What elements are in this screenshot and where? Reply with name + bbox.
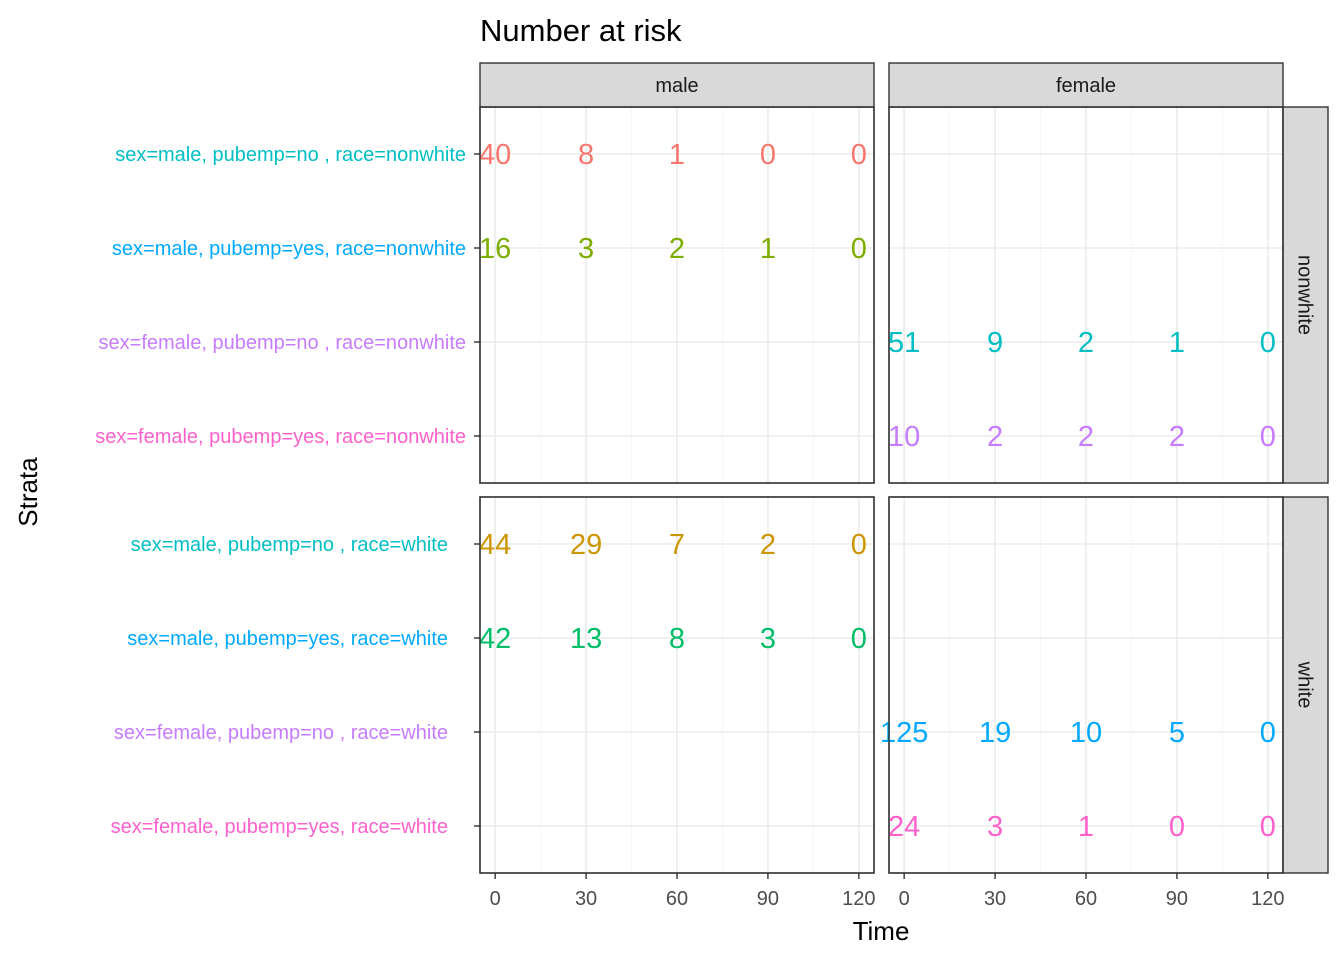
series-male-no-white: 44 29 7 2 0 (479, 529, 867, 561)
risk-number: 24 (888, 811, 920, 843)
risk-number: 0 (851, 233, 867, 265)
strip-female (888, 62, 1284, 108)
risk-number: 51 (888, 327, 920, 359)
risk-number: 13 (570, 623, 602, 655)
risk-number: 1 (1169, 327, 1185, 359)
series-female-no-nonwhite: 51 9 2 1 0 (888, 327, 1276, 359)
risk-number: 8 (669, 623, 685, 655)
series-male-no-nonwhite: 40 8 1 0 0 (479, 139, 867, 171)
y-axis-title: Strata (13, 457, 43, 527)
risk-number: 10 (888, 421, 920, 453)
strata-label: sex=female, pubemp=yes, race=white (111, 816, 448, 838)
x-tick-label: 0 (899, 888, 910, 910)
risk-number: 2 (1078, 421, 1094, 453)
risk-number: 0 (851, 529, 867, 561)
risk-number: 9 (987, 327, 1003, 359)
risk-number: 0 (851, 139, 867, 171)
panel-frame (888, 106, 1284, 484)
strip-white (1282, 496, 1329, 874)
risk-number: 1 (669, 139, 685, 171)
strip-label-male: male (655, 75, 698, 97)
risk-number: 0 (851, 623, 867, 655)
panel-female-white (888, 496, 1284, 874)
panel-frame (479, 106, 875, 484)
series-male-yes-nonwhite: 16 3 2 1 0 (479, 233, 867, 265)
risk-number: 5 (1169, 717, 1185, 749)
strata-label: sex=male, pubemp=yes, race=nonwhite (112, 238, 466, 260)
risk-number: 3 (760, 623, 776, 655)
x-tick-label: 90 (1166, 888, 1188, 910)
risk-number: 2 (1078, 327, 1094, 359)
risk-number: 125 (880, 717, 928, 749)
risk-number: 0 (760, 139, 776, 171)
risk-number: 2 (987, 421, 1003, 453)
strip-label-white: white (1294, 661, 1316, 709)
panel-male-nonwhite (479, 106, 875, 484)
strata-label: sex=female, pubemp=no , race=white (114, 722, 448, 744)
risk-number: 42 (479, 623, 511, 655)
strip-male (479, 62, 875, 108)
strata-label: sex=male, pubemp=no , race=nonwhite (115, 144, 466, 166)
strip-label-female: female (1056, 75, 1116, 97)
risk-number: 2 (760, 529, 776, 561)
risk-number: 2 (1169, 421, 1185, 453)
x-axis-title: Time (853, 916, 910, 946)
risk-number: 0 (1260, 327, 1276, 359)
risk-number: 44 (479, 529, 511, 561)
risk-number: 1 (760, 233, 776, 265)
risk-number: 3 (578, 233, 594, 265)
series-male-yes-white: 42 13 8 3 0 (479, 623, 867, 655)
x-tick-label: 120 (1251, 888, 1284, 910)
risk-number: 0 (1260, 811, 1276, 843)
x-tick-label: 0 (490, 888, 501, 910)
risk-number: 8 (578, 139, 594, 171)
x-tick-label: 90 (757, 888, 779, 910)
x-tick-label: 30 (575, 888, 597, 910)
strip-nonwhite (1282, 106, 1329, 484)
risk-number: 19 (979, 717, 1011, 749)
risk-number: 40 (479, 139, 511, 171)
risk-number: 3 (987, 811, 1003, 843)
strata-label: sex=female, pubemp=yes, race=nonwhite (95, 426, 466, 448)
x-tick-label: 60 (666, 888, 688, 910)
x-tick-label: 60 (1075, 888, 1097, 910)
strata-label: sex=male, pubemp=no , race=white (131, 534, 448, 556)
risk-number: 1 (1078, 811, 1094, 843)
panel-female-nonwhite (888, 106, 1284, 484)
risk-number: 0 (1260, 421, 1276, 453)
risk-number: 10 (1070, 717, 1102, 749)
risk-number: 0 (1260, 717, 1276, 749)
risk-number: 29 (570, 529, 602, 561)
risk-number: 0 (1169, 811, 1185, 843)
series-female-yes-white: 24 3 1 0 0 (888, 811, 1276, 843)
risk-number: 2 (669, 233, 685, 265)
strata-label: sex=male, pubemp=yes, race=white (127, 628, 448, 650)
series-female-no-white: 125 19 10 5 0 (880, 717, 1276, 749)
panel-frame (479, 496, 875, 874)
x-tick-label: 120 (842, 888, 875, 910)
risk-number: 7 (669, 529, 685, 561)
plot-area: male female nonwhite white sex=male, pubemp=… (95, 62, 1329, 910)
strata-label: sex=female, pubemp=no , race=nonwhite (99, 332, 466, 354)
series-female-yes-nonwhite: 10 2 2 2 0 (888, 421, 1276, 453)
risk-number: 16 (479, 233, 511, 265)
strip-label-nonwhite: nonwhite (1294, 255, 1316, 335)
x-tick-label: 30 (984, 888, 1006, 910)
panel-frame (888, 496, 1284, 874)
chart-title: Number at risk (480, 13, 682, 48)
panel-male-white (479, 496, 875, 874)
